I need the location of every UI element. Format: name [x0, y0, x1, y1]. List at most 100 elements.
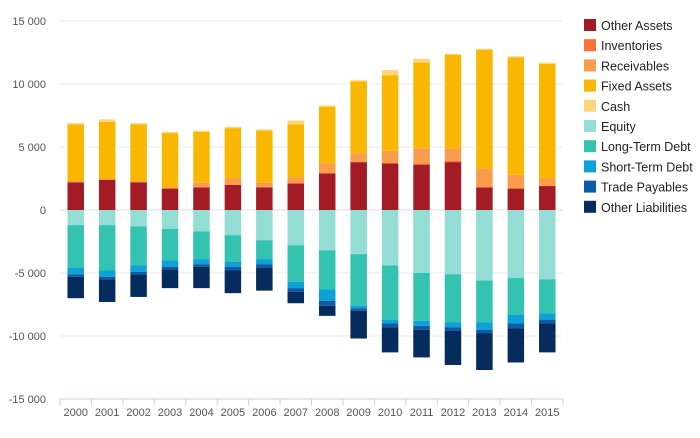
bar-segment — [381, 265, 399, 320]
bar-segment — [130, 210, 147, 227]
legend-item[interactable]: Other Assets — [584, 19, 673, 33]
bar-segment — [193, 259, 210, 265]
bar-segment — [507, 323, 525, 329]
y-tick-label: 10 000 — [12, 79, 46, 91]
axis-layer: 15 000 10 000 5 000 0 -5 000 -10 000 -15 000 20… — [9, 16, 564, 419]
bar-segment — [98, 210, 116, 226]
bar-segment — [161, 269, 179, 289]
x-tick-label: 2006 — [252, 407, 276, 419]
legend-label: Long-Term Debt — [601, 140, 691, 154]
bar-segment — [413, 163, 430, 165]
bar-segment — [381, 70, 399, 76]
bar-segment — [507, 210, 525, 279]
x-tick-label: 2008 — [315, 407, 339, 419]
legend-label: Trade Payables — [601, 181, 688, 195]
bar-segment — [539, 323, 556, 353]
bar-segment — [350, 310, 367, 339]
x-tick-label: 2014 — [504, 407, 528, 419]
bar-segment — [476, 322, 493, 330]
legend-item[interactable]: Other Liabilities — [584, 200, 687, 215]
bar-segment — [507, 188, 525, 210]
bar-segment — [67, 210, 84, 226]
bar-segment — [318, 105, 336, 107]
bar-segment — [350, 254, 367, 306]
bar-segment — [224, 184, 242, 210]
legend-item[interactable]: Fixed Assets — [584, 79, 672, 94]
legend: Other Assets Inventories Receivables Fixed … — [584, 19, 693, 215]
bar-segment — [350, 80, 367, 82]
bar-segment — [130, 226, 147, 266]
bar-segment — [161, 187, 179, 189]
bar-segment — [287, 124, 305, 178]
y-tick-label: 15 000 — [12, 16, 46, 28]
legend-item[interactable]: Cash — [584, 99, 630, 114]
bar-segment — [98, 276, 116, 280]
x-tick-label: 2013 — [472, 407, 496, 419]
bar-segment — [381, 327, 399, 353]
bar-segment — [476, 168, 493, 188]
legend-swatch — [584, 200, 596, 213]
bar-segment — [507, 278, 525, 315]
bar-segment — [444, 330, 462, 365]
bar-segment — [287, 177, 305, 184]
bar-segment — [67, 181, 84, 183]
bar-segment — [130, 124, 147, 182]
bar-segment — [130, 265, 147, 272]
bar-segment — [539, 279, 556, 314]
x-tick-label: 2001 — [95, 407, 119, 419]
bar-segment — [193, 187, 210, 210]
bar-segment — [224, 266, 242, 271]
legend-label: Other Liabilities — [601, 201, 687, 215]
bar-segment — [413, 210, 430, 273]
bar-segment — [256, 187, 273, 210]
bar-segment — [193, 131, 210, 183]
legend-item[interactable]: Long-Term Debt — [584, 140, 691, 154]
bar-segment — [256, 129, 273, 131]
bar-segment — [507, 314, 525, 324]
bar-segment — [318, 163, 336, 174]
bar-segment — [413, 320, 430, 326]
bar-segment — [98, 178, 116, 180]
legend-item[interactable]: Short-Term Debt — [584, 160, 693, 174]
bar-segment — [476, 210, 493, 281]
bar-segment — [507, 56, 525, 58]
legend-label: Fixed Assets — [601, 80, 672, 94]
legend-item[interactable]: Trade Payables — [584, 180, 688, 195]
y-tick-label: -15 000 — [9, 394, 46, 406]
bar-segment — [161, 133, 179, 188]
x-tick-label: 2004 — [189, 407, 213, 419]
bar-segment — [539, 210, 556, 280]
bar-segment — [130, 271, 147, 275]
legend-swatch — [584, 79, 596, 92]
legend-item[interactable]: Inventories — [584, 39, 662, 53]
bar-segment — [381, 75, 399, 151]
bar-segment — [256, 210, 273, 241]
bar-segment — [381, 210, 399, 266]
bar-segment — [193, 231, 210, 260]
bar-segment — [130, 181, 147, 183]
bar-segment — [224, 270, 242, 294]
bar-segment — [539, 62, 556, 64]
bar-segment — [193, 210, 210, 232]
bar-segment — [318, 210, 336, 251]
bar-segment — [381, 150, 399, 164]
bar-segment — [193, 266, 210, 289]
bar-segment — [161, 188, 179, 210]
legend-item[interactable]: Equity — [584, 120, 636, 134]
bar-segment — [98, 119, 116, 122]
y-tick-label: -5 000 — [15, 268, 46, 280]
bar-segment — [539, 178, 556, 187]
bar-segment — [130, 182, 147, 210]
bar-segment — [413, 164, 430, 210]
bar-segment — [224, 128, 242, 179]
bar-segment — [381, 319, 399, 324]
bar-segment — [224, 178, 242, 185]
bar-segment — [224, 261, 242, 267]
bar-segment — [350, 81, 367, 154]
bar-segment — [256, 259, 273, 265]
bar-segment — [67, 225, 84, 268]
legend-item[interactable]: Receivables — [584, 59, 669, 73]
bar-segment — [539, 319, 556, 324]
